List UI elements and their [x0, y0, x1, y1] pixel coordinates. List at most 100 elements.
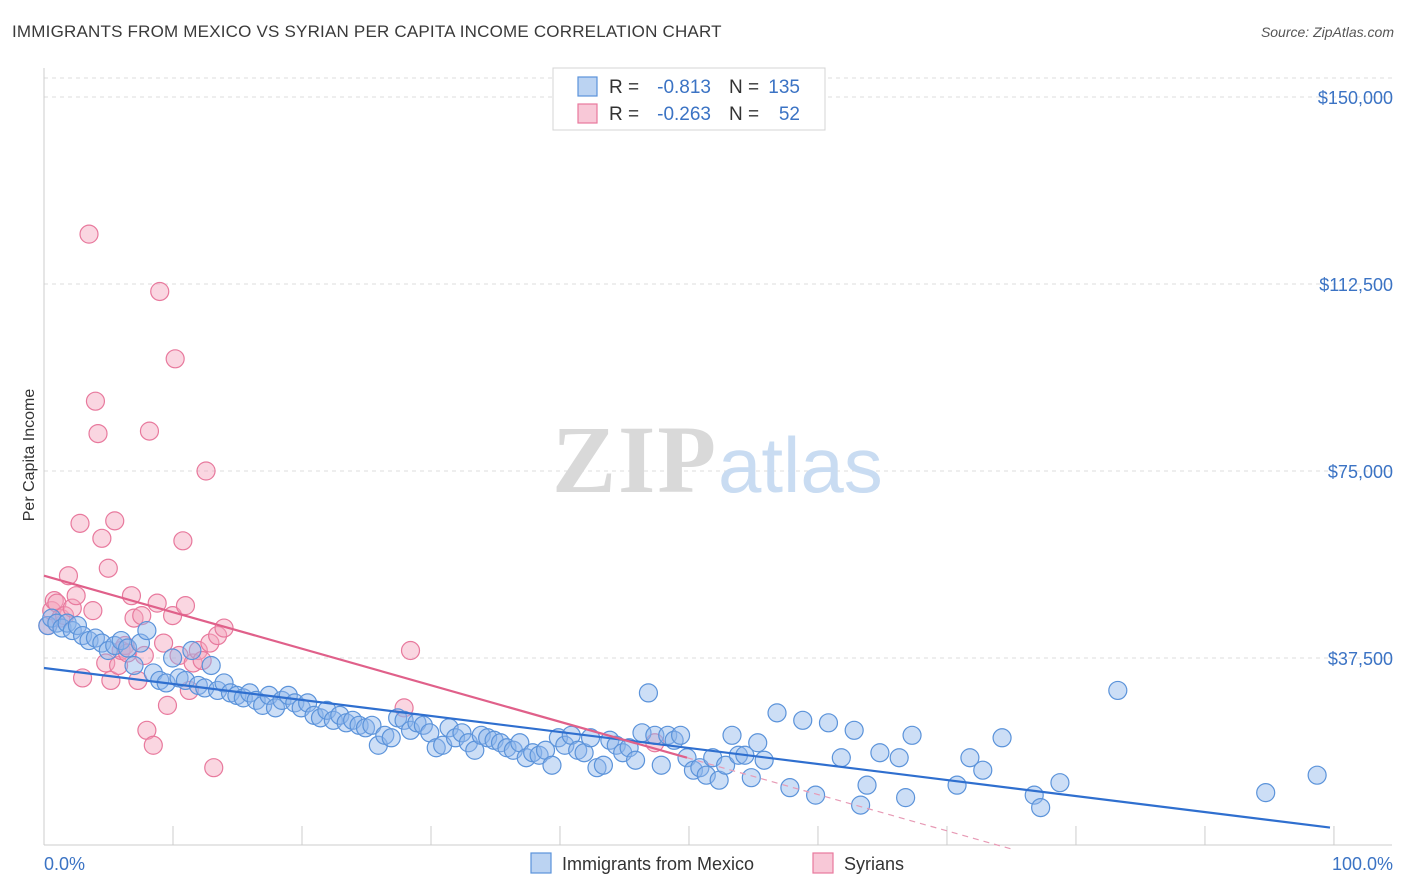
legend-n-label-1: N =: [729, 104, 759, 125]
syrians-point-15: [92, 528, 112, 548]
mexico-point-136: [1307, 765, 1327, 785]
legend-r-label-1: R =: [609, 104, 639, 125]
mexico-point-24: [182, 640, 202, 661]
syrians-point-35: [157, 695, 178, 715]
legend-swatch-1: [577, 103, 598, 124]
syrians-point-34: [153, 633, 174, 653]
axes: [43, 68, 1392, 846]
mexico-point-111: [741, 768, 761, 788]
syrians-trend-extension: [686, 757, 1016, 851]
x-tick-label-start: 0.0%: [44, 854, 85, 874]
mexico-point-132: [1031, 797, 1051, 818]
syrians-point-32: [147, 593, 167, 613]
mexico-point-60: [413, 715, 433, 735]
legend-frame: [552, 67, 826, 131]
bottom-legend-label-1: Syrians: [844, 854, 904, 874]
y-tick-label-1: $75,000: [1328, 462, 1393, 482]
syrians-point-33: [150, 281, 170, 302]
mexico-point-27: [201, 655, 221, 676]
mexico-point-117: [805, 785, 826, 805]
mexico-point-121: [851, 795, 871, 815]
mexico-point-55: [381, 728, 401, 748]
syrians-point-9: [70, 513, 90, 533]
mexico-point-125: [896, 788, 916, 808]
mexico-point-80: [542, 755, 562, 775]
mexico-point-124: [889, 748, 909, 768]
mexico-point-66: [452, 723, 472, 743]
mexico-point-122: [857, 775, 877, 795]
syrians-point-43: [188, 640, 208, 661]
syrians-point-31: [143, 735, 163, 755]
mexico-point-93: [625, 750, 646, 770]
syrians-point-28: [134, 645, 154, 666]
mexico-point-116: [793, 710, 813, 730]
mexico-point-118: [818, 713, 839, 733]
bottom-legend-swatch-0: [530, 852, 552, 874]
mexico-point-100: [670, 725, 691, 745]
mexico-point-6: [67, 615, 88, 636]
mexico-point-97: [651, 755, 671, 775]
mexico-point-65: [445, 728, 466, 748]
legend-r-label-0: R =: [609, 77, 639, 98]
mexico-point-135: [1256, 783, 1276, 803]
mexico-point-21: [163, 648, 183, 668]
chart-title: IMMIGRANTS FROM MEXICO VS SYRIAN PER CAP…: [12, 22, 722, 41]
watermark: ZIP atlas: [552, 406, 883, 513]
source-label: Source: ZipAtlas.com: [1260, 24, 1394, 40]
mexico-point-114: [767, 703, 787, 723]
legend-n-value-1: 52: [779, 104, 800, 125]
syrians-point-14: [88, 424, 108, 444]
mexico-point-14: [117, 638, 138, 658]
legend-box: R = -0.813 N = 135 R = -0.263 N = 52: [552, 67, 826, 131]
mexico-point-16: [130, 633, 151, 653]
syrians-point-40: [175, 596, 196, 616]
watermark-atlas: atlas: [718, 421, 883, 509]
mexico-point-126: [902, 725, 922, 745]
watermark-zip: ZIP: [552, 406, 718, 513]
legend-n-value-0: 135: [768, 77, 800, 98]
syrians-point-13: [85, 391, 106, 411]
mexico-point-108: [722, 725, 742, 745]
mexico-point-128: [960, 748, 980, 768]
x-tick-labels: 0.0% 100.0%: [44, 854, 1393, 874]
mexico-point-47: [330, 705, 350, 725]
syrians-trend-line: [43, 574, 688, 759]
mexico-trend-line: [43, 666, 1331, 829]
syrians-point-47: [204, 758, 224, 778]
legend-r-value-0: -0.813: [657, 77, 711, 98]
mexico-point-17: [137, 620, 157, 641]
syrians-point-8: [66, 586, 86, 606]
y-tick-label-0: $37,500: [1328, 649, 1393, 669]
bottom-legend-label-0: Immigrants from Mexico: [562, 854, 754, 874]
syrians-point-44: [192, 650, 212, 671]
mexico-point-11: [98, 640, 118, 661]
legend-r-value-1: -0.263: [657, 104, 711, 125]
syrians-point-12: [83, 601, 103, 621]
syrians-point-11: [79, 224, 99, 244]
trend-lines: [43, 574, 1331, 851]
syrians-point-27: [132, 606, 152, 626]
mexico-point-113: [754, 750, 774, 770]
legend-swatch-0: [577, 76, 598, 97]
mexico-point-13: [111, 630, 131, 651]
syrians-point-45: [196, 461, 216, 481]
syrians-point-49: [214, 618, 234, 638]
mexico-point-130: [992, 728, 1012, 748]
mexico-point-78: [529, 745, 549, 765]
grid: [44, 77, 1392, 659]
y-tick-label-2: $112,500: [1319, 275, 1393, 295]
y-tick-label-3: $150,000: [1318, 88, 1393, 108]
mexico-point-115: [780, 778, 800, 798]
mexico-point-37: [265, 698, 286, 718]
syrians-point-51: [400, 640, 421, 661]
syrians-point-17: [98, 558, 118, 578]
mexico-point-133: [1050, 773, 1070, 793]
y-tick-labels: $37,500 $75,000 $112,500 $150,000: [1318, 88, 1393, 669]
mexico-point-88: [593, 755, 614, 775]
x-tick-label-end: 100.0%: [1332, 854, 1393, 874]
mexico-point-120: [844, 720, 864, 740]
syrians-point-25: [124, 608, 144, 628]
mexico-point-52: [362, 715, 382, 735]
mexico-points: [38, 608, 1327, 818]
